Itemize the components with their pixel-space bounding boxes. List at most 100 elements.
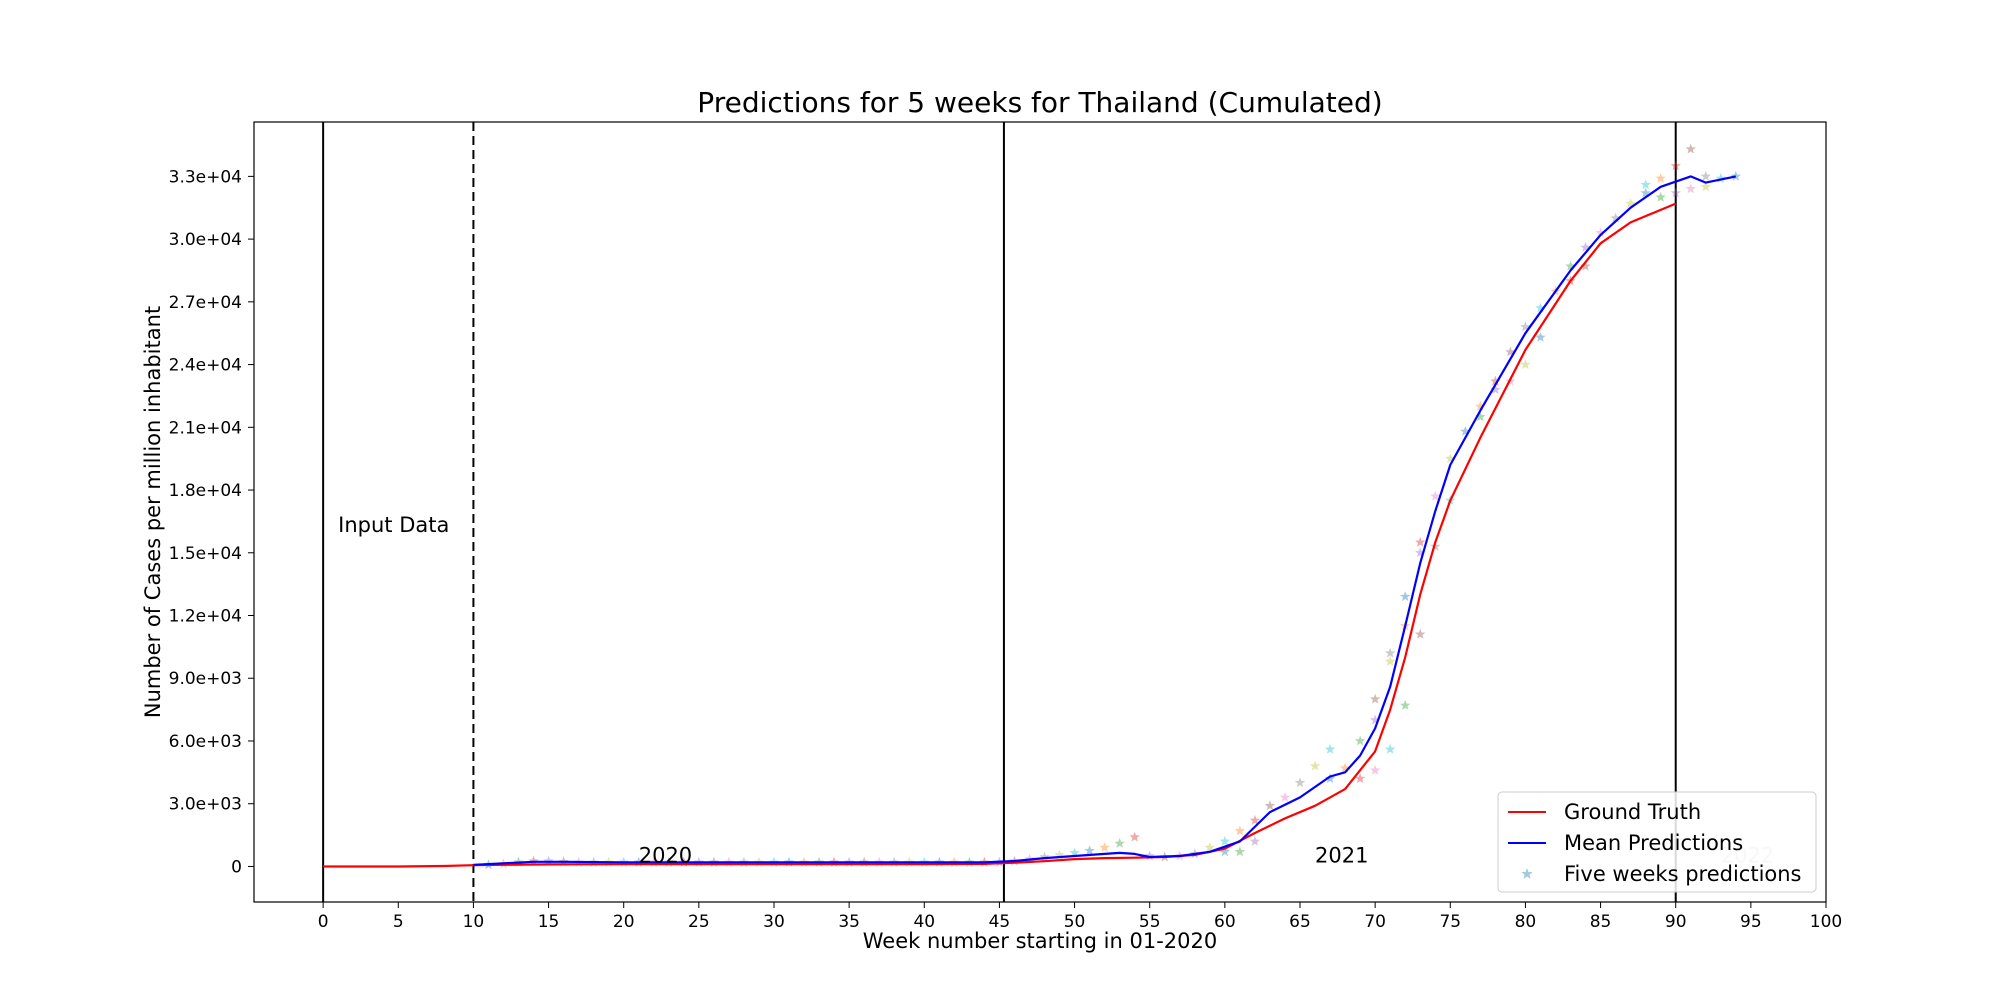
x-tick-label: 90 (1665, 912, 1687, 932)
prediction-star-point (1114, 837, 1125, 848)
prediction-star-point (1580, 242, 1591, 252)
prediction-star-point (1535, 302, 1546, 313)
y-tick-label: 2.7e+04 (169, 293, 242, 313)
legend-label-mean-predictions: Mean Predictions (1564, 831, 1743, 855)
chart-title: Predictions for 5 weeks for Thailand (Cu… (697, 86, 1382, 119)
prediction-star-point (1279, 791, 1291, 802)
prediction-star-point (1730, 170, 1742, 181)
y-tick-label: 6.0e+03 (169, 732, 242, 752)
series-layer (323, 143, 1742, 870)
annotation-input-data: Input Data (338, 513, 449, 537)
prediction-star-point (1625, 198, 1636, 208)
y-tick-label: 2.1e+04 (169, 418, 242, 438)
prediction-star-point (1595, 227, 1606, 238)
x-tick-label: 60 (1214, 912, 1236, 932)
x-tick-label: 55 (1139, 912, 1161, 932)
prediction-star-point (1369, 693, 1381, 704)
x-tick-label: 40 (913, 912, 935, 932)
y-tick-label: 9.0e+03 (169, 669, 242, 689)
x-tick-label: 85 (1590, 912, 1612, 932)
prediction-star-point (1670, 187, 1681, 198)
prediction-star-point (1700, 181, 1711, 192)
prediction-star-point (1294, 777, 1306, 788)
prediction-star-point (1234, 846, 1246, 857)
x-tick-label: 5 (393, 912, 404, 932)
legend-label-five-weeks-predictions: Five weeks predictions (1564, 862, 1802, 886)
prediction-star-point (1384, 743, 1396, 754)
prediction-star-point (1204, 842, 1216, 853)
x-tick-label: 50 (1064, 912, 1086, 932)
prediction-star-point (1400, 591, 1411, 602)
prediction-star-point (1460, 426, 1471, 436)
prediction-star-point (1535, 331, 1546, 342)
plot-frame (253, 121, 1827, 903)
y-tick-label: 2.4e+04 (169, 356, 242, 376)
prediction-star-point (1610, 212, 1621, 223)
prediction-star-point (1490, 375, 1501, 386)
prediction-star-point (1324, 773, 1336, 784)
x-tick-label: 25 (688, 912, 710, 932)
prediction-star-point (1475, 411, 1486, 422)
x-tick-label: 10 (463, 912, 485, 932)
y-tick-label: 3.0e+03 (169, 795, 242, 815)
prediction-star-point (1415, 628, 1426, 639)
prediction-star-point (1069, 847, 1080, 858)
prediction-star-point (1384, 647, 1396, 658)
annotation-2021: 2021 (1315, 843, 1368, 867)
prediction-star-point (1264, 800, 1276, 811)
prediction-star-point (1700, 170, 1711, 181)
prediction-star-point (1685, 183, 1696, 194)
prediction-star-point (1369, 764, 1381, 775)
legend-box (1497, 791, 1817, 893)
x-tick-label: 30 (763, 912, 785, 932)
x-axis-label: Week number starting in 01-2020 (863, 929, 1217, 953)
x-axis-ticks: 0 5 10 15 20 25 30 35 40 45 50 55 60 65 70 75 80 85 90 95 10… (318, 902, 1842, 932)
prediction-star-point (1084, 845, 1095, 856)
x-tick-label: 100 (1810, 912, 1842, 932)
prediction-star-point (1354, 773, 1366, 784)
prediction-star-point (1249, 814, 1261, 825)
prediction-star-point (1384, 656, 1396, 666)
prediction-star-point (1249, 835, 1261, 846)
x-tick-label: 70 (1364, 912, 1386, 932)
series-line-mean-predictions (473, 175, 1737, 866)
legend: Ground Truth Mean Predictions Five weeks… (1497, 791, 1817, 893)
series-line-ground-truth (323, 202, 1677, 868)
x-tick-label: 35 (838, 912, 860, 932)
y-tick-label: 3.0e+04 (169, 230, 242, 250)
x-tick-label: 0 (318, 912, 329, 932)
y-tick-label: 1.2e+04 (169, 607, 242, 627)
prediction-star-point (1580, 260, 1591, 271)
x-tick-label: 20 (613, 912, 635, 932)
y-axis-label: Number of Cases per million inhabitant (141, 306, 165, 718)
prediction-star-point (1715, 173, 1726, 183)
prediction-star-point (1099, 842, 1110, 853)
prediction-star-point (1505, 346, 1516, 357)
prediction-star-point (1415, 536, 1426, 547)
prediction-star-point (1640, 179, 1651, 190)
prediction-star-point (1144, 850, 1155, 861)
y-tick-label: 3.3e+04 (169, 167, 242, 187)
prediction-star-point (1400, 699, 1411, 710)
prediction-star-point (1234, 825, 1246, 836)
x-tick-label: 95 (1740, 912, 1762, 932)
annotation-2020: 2020 (639, 843, 692, 867)
prediction-star-point (1490, 384, 1501, 395)
legend-label-ground-truth: Ground Truth (1564, 800, 1701, 824)
prediction-star-point (1129, 831, 1140, 842)
prediction-star-point (1039, 851, 1050, 862)
prediction-star-point (1445, 453, 1456, 464)
prediction-star-point (1354, 735, 1366, 746)
prediction-star-point (1685, 143, 1696, 154)
prediction-star-point (1640, 187, 1651, 198)
prediction-star-point (1655, 191, 1666, 202)
legend-swatch-five-weeks-predictions (1521, 868, 1533, 879)
prediction-star-point (1655, 173, 1666, 183)
y-tick-label: 1.5e+04 (169, 544, 242, 564)
y-tick-label: 1.8e+04 (169, 481, 242, 501)
y-axis-ticks: 0 3.0e+03 6.0e+03 9.0e+03 1.2e+04 1.5e+04 1.8e… (169, 167, 254, 877)
prediction-star-point (1475, 400, 1486, 411)
prediction-star-point (1520, 321, 1531, 332)
prediction-star-point (1324, 743, 1336, 754)
